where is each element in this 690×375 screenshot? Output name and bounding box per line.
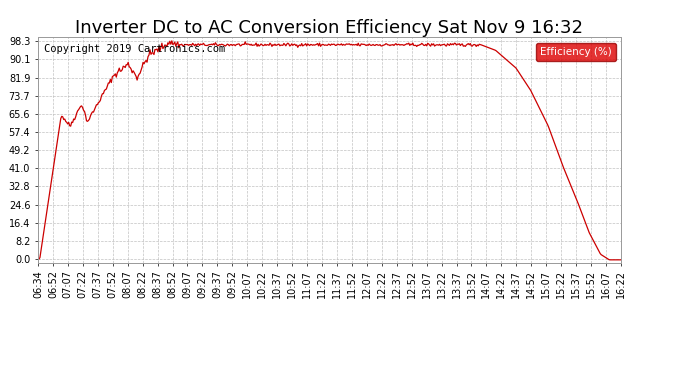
- Title: Inverter DC to AC Conversion Efficiency Sat Nov 9 16:32: Inverter DC to AC Conversion Efficiency …: [75, 20, 584, 38]
- Legend: Efficiency (%): Efficiency (%): [535, 43, 615, 61]
- Text: Copyright 2019 Cartronics.com: Copyright 2019 Cartronics.com: [43, 44, 225, 54]
